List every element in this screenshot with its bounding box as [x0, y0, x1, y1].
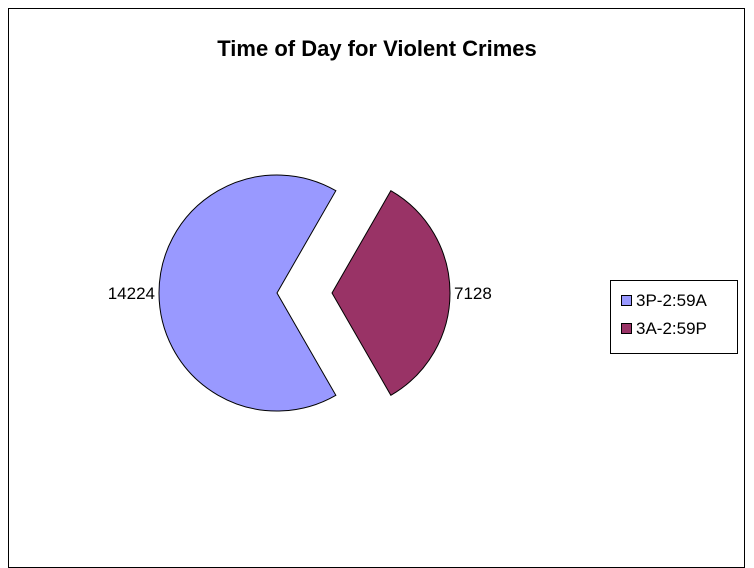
legend-item-1: 3A-2:59P: [621, 318, 707, 340]
data-label-0: 14224: [108, 284, 155, 303]
data-label-1: 7128: [454, 284, 492, 303]
legend-label-0: 3P-2:59A: [636, 291, 707, 310]
legend-label-1: 3A-2:59P: [636, 319, 707, 338]
pie-chart: 14224 7128: [108, 174, 492, 412]
pie-slice-1: [331, 190, 451, 396]
legend-swatch-0: [621, 294, 632, 306]
legend-item-0: 3P-2:59A: [621, 290, 707, 312]
legend: 3P-2:59A 3A-2:59P: [610, 280, 738, 354]
chart-title: Time of Day for Violent Crimes: [217, 36, 537, 61]
pie-slice-0: [158, 174, 337, 412]
legend-swatch-1: [621, 322, 632, 334]
